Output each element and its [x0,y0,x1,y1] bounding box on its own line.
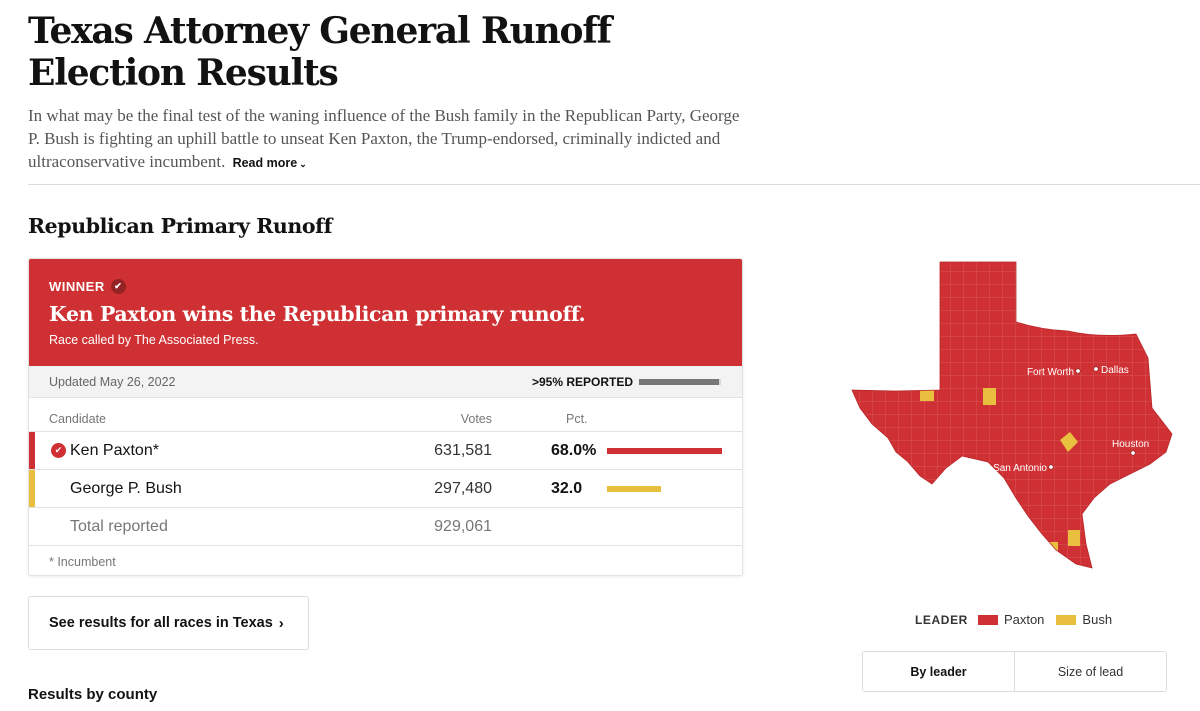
party-color-strip [29,470,35,507]
county-bush [920,389,934,401]
all-races-button[interactable]: See results for all races in Texas › [28,596,309,650]
summary-text: In what may be the final test of the wan… [28,106,740,171]
legend-item-paxton: Paxton [977,612,1045,627]
legend-label: Paxton [1003,612,1045,627]
candidate-name: Ken Paxton* [70,442,159,459]
updated-timestamp: Updated May 26, 2022 [49,374,176,389]
table-row: George P. Bush 297,480 32.0 [29,470,742,508]
chevron-down-icon: ⌄ [299,159,307,169]
legend-item-bush: Bush [1056,612,1112,627]
city-label-san-antonio: San Antonio [993,463,1047,474]
divider [28,184,1200,185]
city-marker [1130,450,1136,456]
county-bush [983,388,996,405]
column-header-votes: Votes [460,412,492,426]
map-counties [852,262,1172,568]
winner-banner: WINNER ✔ Ken Paxton wins the Republican … [29,259,742,366]
results-card: WINNER ✔ Ken Paxton wins the Republican … [28,258,743,576]
column-header-pct: Pct. [566,412,588,426]
candidate-votes: 631,581 [434,442,492,459]
total-label: Total reported [70,518,168,535]
read-more-label: Read more [232,156,298,170]
county-results-heading: Results by county [28,686,158,703]
city-label-dallas: Dallas [1101,365,1129,376]
table-row-total: Total reported 929,061 [29,508,742,546]
party-color-strip [29,432,35,469]
candidate-votes: 297,480 [434,480,492,497]
toggle-size-of-lead[interactable]: Size of lead [1014,652,1166,691]
page-title: Texas Attorney General Runoff Election R… [28,10,612,94]
county-bush [1060,432,1078,452]
reported-label: >95% REPORTED [532,375,634,389]
all-races-label: See results for all races in Texas [49,615,273,631]
table-row: ✔ Ken Paxton* 631,581 68.0% [29,432,742,470]
chevron-right-icon: › [278,614,284,632]
candidate-pct-bar [607,486,662,492]
toggle-by-leader[interactable]: By leader [863,652,1014,691]
county-bush [1068,530,1080,546]
footnote: * Incumbent [49,555,116,569]
city-label-houston: Houston [1112,439,1149,450]
check-icon: ✔ [110,279,126,294]
legend-label: Bush [1082,612,1113,627]
winner-headline: Ken Paxton wins the Republican primary r… [49,302,586,326]
read-more-link[interactable]: Read more ⌄ [233,156,307,170]
candidate-pct: 68.0% [551,442,597,459]
check-icon: ✔ [51,443,66,458]
total-votes: 929,061 [434,518,492,535]
status-bar: Updated May 26, 2022 >95% REPORTED [29,366,742,398]
candidate-pct: 32.0 [551,480,583,497]
candidate-pct-bar [607,448,722,454]
city-label-fort-worth: Fort Worth [1027,367,1074,378]
winner-label: WINNER [49,279,105,294]
city-marker [1048,464,1054,470]
reporting-status: >95% REPORTED [532,366,722,398]
legend-title: LEADER [915,612,968,627]
city-marker [1093,366,1099,372]
texas-county-map[interactable]: Fort Worth Dallas San Antonio Houston [846,258,1182,574]
reporting-progress-bar [639,379,722,385]
section-title: Republican Primary Runoff [28,214,333,238]
table-header: Candidate Votes Pct. [29,398,742,432]
article-summary: In what may be the final test of the wan… [28,104,748,176]
legend-swatch [977,614,998,625]
column-header-candidate: Candidate [49,412,106,426]
candidate-name: George P. Bush [70,480,182,497]
map-legend: LEADER Paxton Bush [915,612,1124,627]
state-outline [851,261,1173,569]
map-mode-toggle: By leader Size of lead [862,651,1167,692]
race-called-note: Race called by The Associated Press. [49,333,259,347]
legend-swatch [1056,614,1077,625]
city-marker [1075,368,1081,374]
reporting-progress-fill [639,379,719,385]
